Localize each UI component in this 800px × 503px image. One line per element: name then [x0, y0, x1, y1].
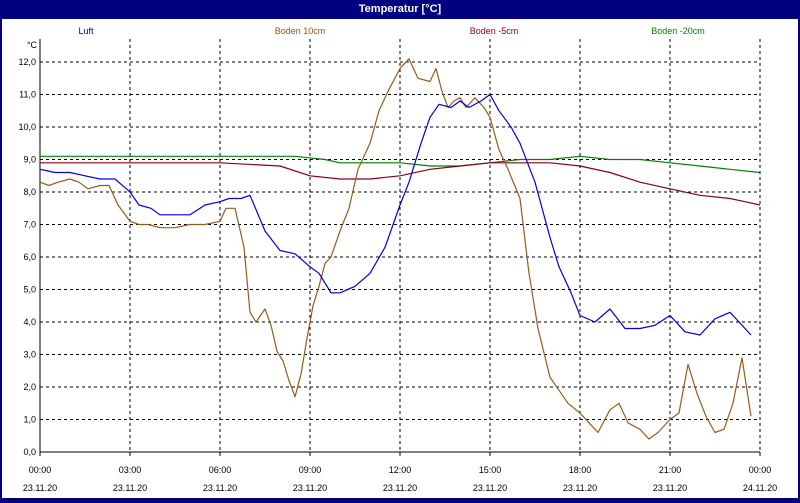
series-line-4	[40, 155, 761, 174]
x-tick-date: 24.11.20	[743, 483, 777, 493]
y-tick-label: 7,0	[23, 220, 36, 230]
y-tick-label: 5,0	[23, 285, 36, 295]
x-tick-date: 23.11.20	[293, 483, 327, 493]
y-tick-label: 0,0	[23, 447, 36, 457]
legend-entry-3: Boden -5cm	[470, 26, 519, 36]
series-line-2	[39, 58, 752, 440]
y-tick-label: 9,0	[23, 155, 36, 165]
x-tick-time: 06:00	[209, 465, 232, 475]
x-tick-time: 15:00	[479, 465, 502, 475]
y-tick-label: 2,0	[23, 382, 36, 392]
legend-entry-1: Luft	[78, 26, 94, 36]
y-tick-label: 4,0	[23, 317, 36, 327]
y-tick-label: 8,0	[23, 187, 36, 197]
x-tick-time: 09:00	[299, 465, 322, 475]
x-tick-date: 23.11.20	[113, 483, 147, 493]
x-tick-date: 23.11.20	[203, 483, 237, 493]
legend-entry-2: Boden 10cm	[275, 26, 326, 36]
x-tick-time: 18:00	[569, 465, 592, 475]
legend-entry-4: Boden -20cm	[651, 26, 705, 36]
x-tick-time: 00:00	[749, 465, 772, 475]
x-tick-time: 00:00	[29, 465, 52, 475]
y-tick-label: 3,0	[23, 350, 36, 360]
x-tick-time: 12:00	[389, 465, 412, 475]
y-tick-label: 10,0	[18, 122, 36, 132]
axes: 0,0 1,0 2,0 3,0 4,0 5,0 6,0 7,0 8,0 9,0 10,0 11,0 12…	[18, 39, 777, 493]
x-tick-date: 23.11.20	[473, 483, 507, 493]
grid	[39, 39, 761, 453]
x-tick-date: 23.11.20	[23, 483, 57, 493]
y-axis-unit: °C	[27, 40, 38, 50]
y-tick-label: 6,0	[23, 252, 36, 262]
y-tick-label: 12,0	[18, 57, 36, 67]
chart-title: Temperatur [°C]	[358, 3, 442, 15]
series-line-1	[39, 93, 752, 336]
x-tick-date: 23.11.20	[653, 483, 687, 493]
x-tick-date: 23.11.20	[383, 483, 417, 493]
series-group	[39, 58, 761, 440]
x-tick-time: 03:00	[119, 465, 142, 475]
chart-canvas: Luft Boden 10cm Boden -5cm Boden -20cm 0,0 1…	[2, 19, 798, 498]
x-tick-date: 23.11.20	[563, 483, 597, 493]
x-tick-time: 21:00	[659, 465, 682, 475]
y-tick-label: 1,0	[23, 415, 36, 425]
temperature-chart: Luft Boden 10cm Boden -5cm Boden -20cm 0,0 1…	[18, 26, 777, 493]
series-line-3	[40, 162, 761, 206]
legend: Luft Boden 10cm Boden -5cm Boden -20cm	[78, 26, 704, 36]
y-tick-label: 11,0	[19, 90, 36, 100]
